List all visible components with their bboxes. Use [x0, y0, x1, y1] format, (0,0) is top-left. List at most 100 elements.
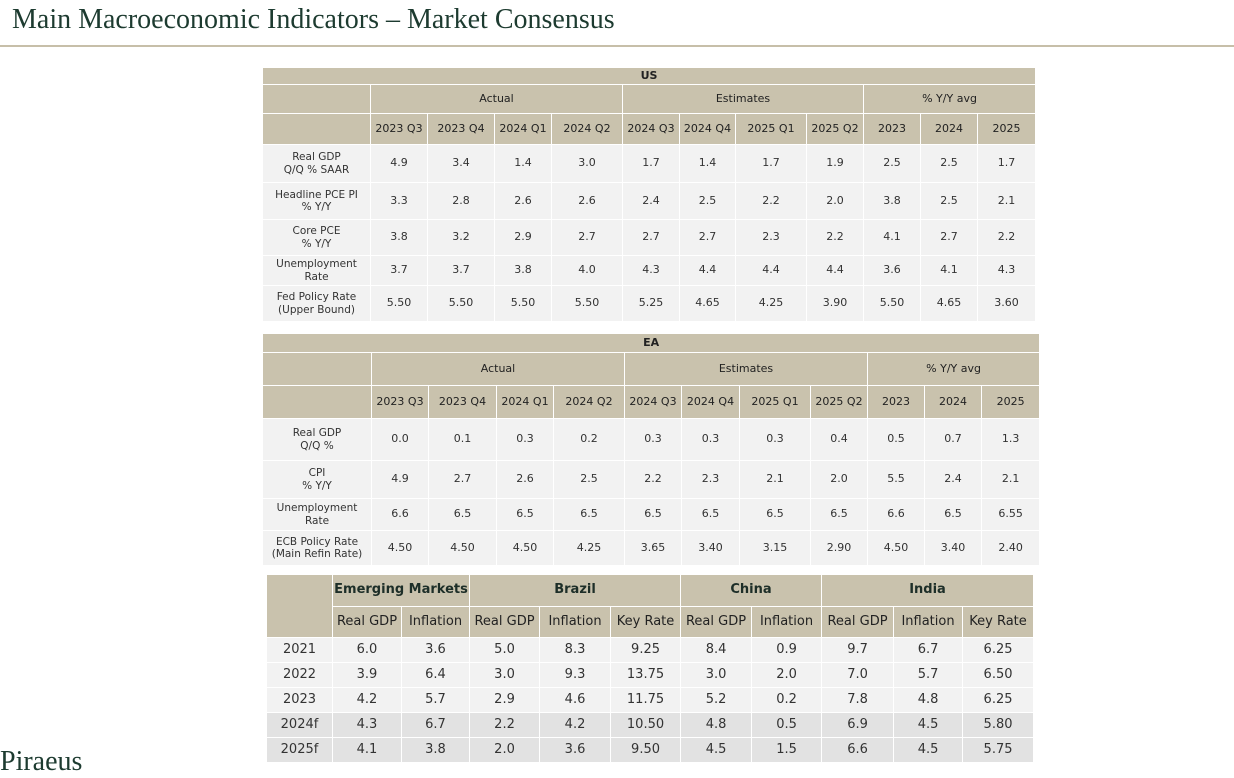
value-cell: 4.4: [806, 255, 864, 286]
column-header: 2025 Q1: [735, 113, 807, 145]
value-cell: 2.7: [551, 219, 623, 256]
value-cell: 0.2: [751, 687, 823, 713]
value-cell: 5.7: [400, 687, 471, 713]
value-cell: 2.6: [551, 182, 623, 220]
value-cell: 4.9: [370, 144, 428, 183]
value-cell: 2.2: [735, 182, 807, 220]
column-header: 2024: [924, 385, 982, 419]
row-label: 2022: [266, 662, 333, 688]
group-header: China: [680, 574, 823, 607]
value-cell: 4.5: [680, 737, 753, 763]
value-cell: 2.2: [976, 219, 1037, 256]
row-label-line: (Upper Bound): [278, 303, 355, 316]
value-cell: 4.65: [679, 285, 736, 322]
value-cell: 2.4: [622, 182, 680, 220]
row-label-line: Rate: [304, 514, 330, 527]
row-label-line: % Y/Y: [302, 479, 332, 492]
value-cell: 8.3: [539, 637, 612, 663]
value-cell: 0.3: [681, 418, 740, 461]
value-cell: 6.5: [681, 498, 740, 531]
value-cell: 0.5: [867, 418, 925, 461]
value-cell: 0.3: [739, 418, 811, 461]
value-cell: 6.5: [810, 498, 868, 531]
value-cell: 6.55: [980, 498, 1041, 531]
value-cell: 0.5: [751, 712, 823, 738]
value-cell: 4.8: [893, 687, 964, 713]
value-cell: 9.7: [821, 637, 895, 663]
group-header: Estimates: [622, 84, 864, 114]
value-cell: 5.50: [551, 285, 623, 322]
table-row: Real GDP Inflation Real GDP Inflation Key Ra…: [267, 606, 1035, 638]
table-row: Real GDP Q/Q % 0.0 0.1 0.3 0.2 0.3 0.3 0.3 0.4 0.5…: [262, 418, 1041, 461]
table-row: Headline PCE PI% Y/Y 3.3 2.8 2.6 2.6 2.4 2.5 2.…: [262, 182, 1037, 220]
value-cell: 3.8: [400, 737, 471, 763]
value-cell: 6.5: [496, 498, 554, 531]
corner-cell: [262, 113, 371, 145]
column-header: 2024 Q4: [681, 385, 740, 419]
column-header: 2024 Q3: [622, 113, 680, 145]
value-cell: 5.50: [370, 285, 428, 322]
column-header: 2025 Q2: [806, 113, 864, 145]
value-cell: 10.50: [610, 712, 682, 738]
row-label-line: 2022: [282, 666, 317, 682]
value-cell: 4.3: [332, 712, 402, 738]
value-cell: 4.50: [371, 530, 429, 566]
value-cell: 11.75: [610, 687, 682, 713]
value-cell: 2.7: [679, 219, 736, 256]
value-cell: 2.7: [428, 460, 497, 499]
value-cell: 6.5: [739, 498, 811, 531]
table-row: Fed Policy Rate (Upper Bound) 5.50 5.50 5.50…: [262, 285, 1037, 322]
row-label-line: CPI: [308, 467, 326, 480]
value-cell: 2.0: [469, 737, 541, 763]
row-label: Core PCE% Y/Y: [262, 219, 371, 256]
column-header: 2025: [980, 385, 1041, 419]
group-header: Emerging Markets: [331, 574, 471, 607]
column-header: Inflation: [751, 606, 823, 638]
column-header: Key Rate: [610, 606, 682, 638]
row-label-line: 2024f: [280, 716, 319, 732]
value-cell: 3.9: [332, 662, 402, 688]
value-cell: 5.7: [893, 662, 964, 688]
column-header: 2024 Q3: [624, 385, 682, 419]
column-header: Real GDP: [469, 606, 541, 638]
value-cell: 6.5: [624, 498, 682, 531]
row-label: 2023: [266, 687, 333, 713]
column-header: Real GDP: [680, 606, 753, 638]
group-header: Actual: [371, 352, 625, 386]
value-cell: 3.40: [681, 530, 740, 566]
value-cell: 5.75: [962, 737, 1035, 763]
value-cell: 1.4: [679, 144, 736, 183]
row-label-line: Unemployment: [276, 258, 357, 271]
value-cell: 3.8: [863, 182, 921, 220]
column-header: 2024 Q1: [496, 385, 554, 419]
column-header: 2025 Q2: [810, 385, 868, 419]
group-header: % Y/Y avg: [866, 352, 1041, 386]
row-label-line: Core PCE: [292, 225, 341, 238]
title-rule: [0, 45, 1234, 47]
column-header: Inflation: [893, 606, 964, 638]
row-label-line: (Main Refin Rate): [271, 548, 363, 560]
value-cell: 4.25: [735, 285, 807, 322]
value-cell: 0.0: [371, 418, 429, 461]
value-cell: 4.50: [428, 530, 497, 566]
row-label: Real GDP Q/Q % SAAR: [262, 144, 371, 183]
table-row: 2025f 4.1 3.8 2.0 3.6 9.50 4.5 1.5 6.6 4.5 5.75: [266, 737, 1035, 763]
value-cell: 3.3: [370, 182, 428, 220]
row-label-line: Fed Policy Rate: [276, 291, 357, 304]
column-header: Inflation: [400, 606, 471, 638]
table-row: 2021 6.0 3.6 5.0 8.3 9.25 8.4 0.9 9.7 6.7 6.25: [266, 637, 1035, 663]
value-cell: 4.65: [920, 285, 978, 322]
value-cell: 4.3: [976, 255, 1037, 286]
row-label: Fed Policy Rate (Upper Bound): [262, 285, 371, 322]
value-cell: 3.8: [494, 255, 552, 286]
value-cell: 0.3: [496, 418, 554, 461]
value-cell: 1.4: [494, 144, 552, 183]
row-label-line: Unemployment: [276, 502, 358, 515]
row-label-line: Real GDP: [292, 151, 341, 164]
value-cell: 6.25: [962, 637, 1035, 663]
value-cell: 2.1: [739, 460, 811, 499]
row-label-line: ECB Policy Rate: [275, 535, 359, 548]
column-header: 2023 Q3: [371, 385, 429, 419]
row-label-line: 2023: [282, 691, 317, 707]
value-cell: 0.2: [553, 418, 625, 461]
